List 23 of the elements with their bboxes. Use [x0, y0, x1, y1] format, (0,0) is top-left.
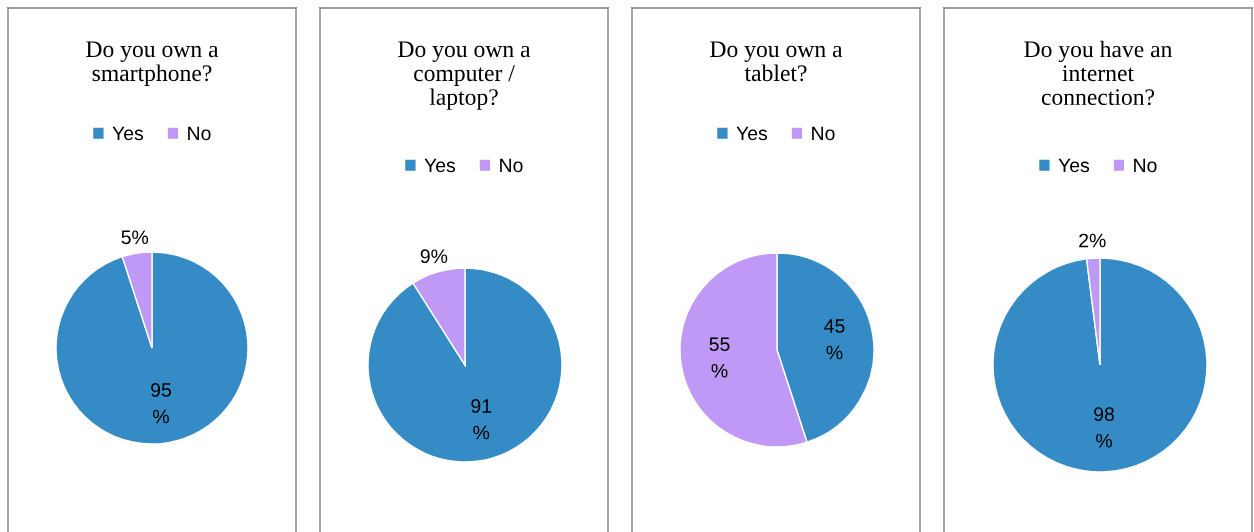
pie-slice	[992, 257, 1208, 473]
chart-title: Do you own a tablet?	[710, 41, 843, 82]
chart-title: Do you own a smartphone?	[86, 41, 219, 86]
legend-label: Yes	[424, 158, 456, 173]
legend-label: Yes	[736, 126, 768, 141]
legend-label: No	[500, 158, 523, 173]
data-label: 9%	[420, 249, 448, 264]
legend-label: No	[188, 126, 211, 141]
data-label: 91 %	[471, 399, 492, 440]
legend-label: Yes	[112, 126, 144, 141]
pie-slice	[55, 251, 249, 445]
data-label: 55 %	[709, 337, 730, 378]
data-label: 45 %	[824, 319, 845, 360]
chart-title: Do you own a computer / laptop?	[398, 41, 531, 110]
chart-title: Do you have an internet connection?	[1024, 40, 1173, 106]
data-label: 5%	[121, 230, 149, 245]
pie-slice	[367, 267, 563, 463]
legend-label: No	[812, 126, 835, 141]
legend-label: Yes	[1058, 158, 1090, 173]
data-label: 98 %	[1094, 407, 1114, 448]
data-label: 2%	[1079, 233, 1106, 248]
data-label: 95 %	[151, 383, 172, 424]
legend-label: No	[1134, 158, 1157, 173]
